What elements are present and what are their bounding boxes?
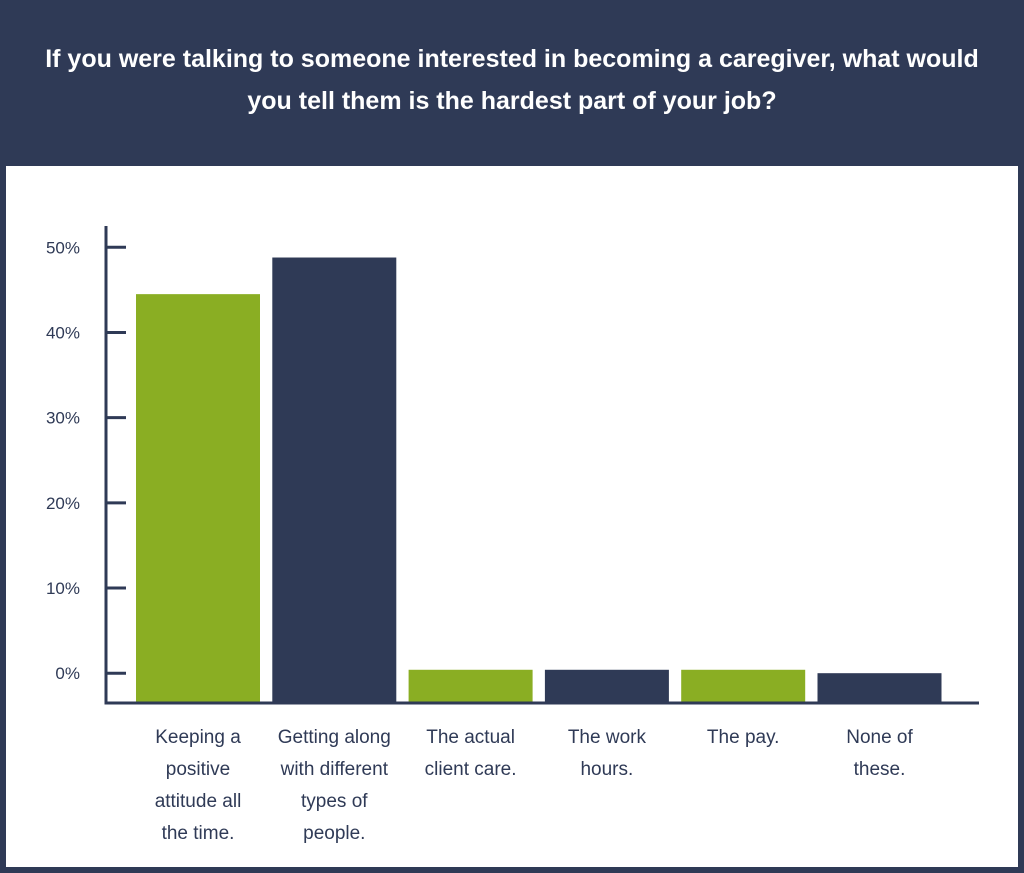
bar bbox=[681, 669, 806, 703]
y-tick-label: 40% bbox=[46, 323, 80, 342]
chart-header: If you were talking to someone intereste… bbox=[0, 0, 1024, 166]
category-label: Keeping a positive attitude all the time. bbox=[155, 727, 242, 844]
category-label: None of these. bbox=[846, 727, 913, 780]
bar bbox=[408, 669, 533, 703]
bar bbox=[544, 669, 669, 703]
category-label: Getting along with different types of peopl… bbox=[278, 727, 391, 844]
y-tick-label: 30% bbox=[46, 409, 80, 428]
chart-title: If you were talking to someone intereste… bbox=[45, 45, 979, 115]
y-tick-label: 20% bbox=[46, 494, 80, 513]
bar bbox=[817, 673, 942, 703]
category-label: The actual client care. bbox=[425, 727, 517, 780]
chart-panel: Keeping a positive attitude all the time. Ge… bbox=[6, 166, 1018, 867]
y-tick-label: 50% bbox=[46, 238, 80, 257]
bar bbox=[272, 257, 397, 703]
bar-chart: Keeping a positive attitude all the time. Ge… bbox=[46, 226, 979, 844]
category-label: The pay. bbox=[707, 727, 780, 748]
category-label: The work hours. bbox=[568, 727, 647, 780]
y-tick-label: 10% bbox=[46, 579, 80, 598]
bar bbox=[136, 294, 260, 703]
y-tick-label: 0% bbox=[55, 664, 80, 683]
